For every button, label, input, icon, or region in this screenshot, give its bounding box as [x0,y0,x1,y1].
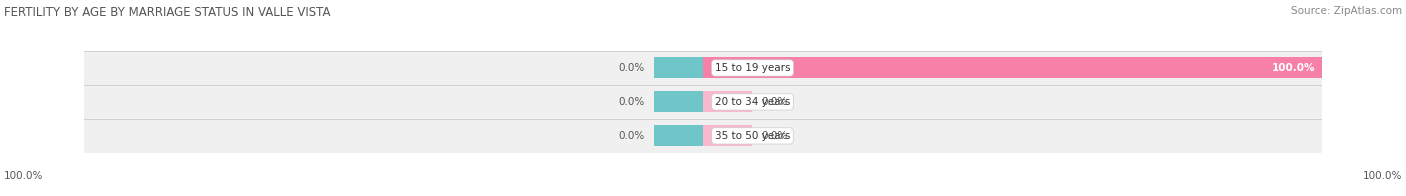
Bar [84,51,1322,85]
Bar [654,91,703,113]
Bar [703,57,1322,78]
Bar [84,85,1322,119]
Text: 35 to 50 years: 35 to 50 years [714,131,790,141]
Text: Source: ZipAtlas.com: Source: ZipAtlas.com [1291,6,1402,16]
Text: 100.0%: 100.0% [4,171,44,181]
Bar [84,119,1322,153]
Text: 0.0%: 0.0% [762,97,787,107]
Text: FERTILITY BY AGE BY MARRIAGE STATUS IN VALLE VISTA: FERTILITY BY AGE BY MARRIAGE STATUS IN V… [4,6,330,19]
Bar [654,125,703,146]
Bar [703,125,752,146]
Text: 100.0%: 100.0% [1272,63,1316,73]
Text: 0.0%: 0.0% [762,131,787,141]
Text: 20 to 34 years: 20 to 34 years [714,97,790,107]
Text: 0.0%: 0.0% [619,63,644,73]
Text: 15 to 19 years: 15 to 19 years [714,63,790,73]
Bar [703,91,752,113]
Text: 100.0%: 100.0% [1362,171,1402,181]
Bar [654,57,703,78]
Text: 0.0%: 0.0% [619,97,644,107]
Text: 0.0%: 0.0% [619,131,644,141]
